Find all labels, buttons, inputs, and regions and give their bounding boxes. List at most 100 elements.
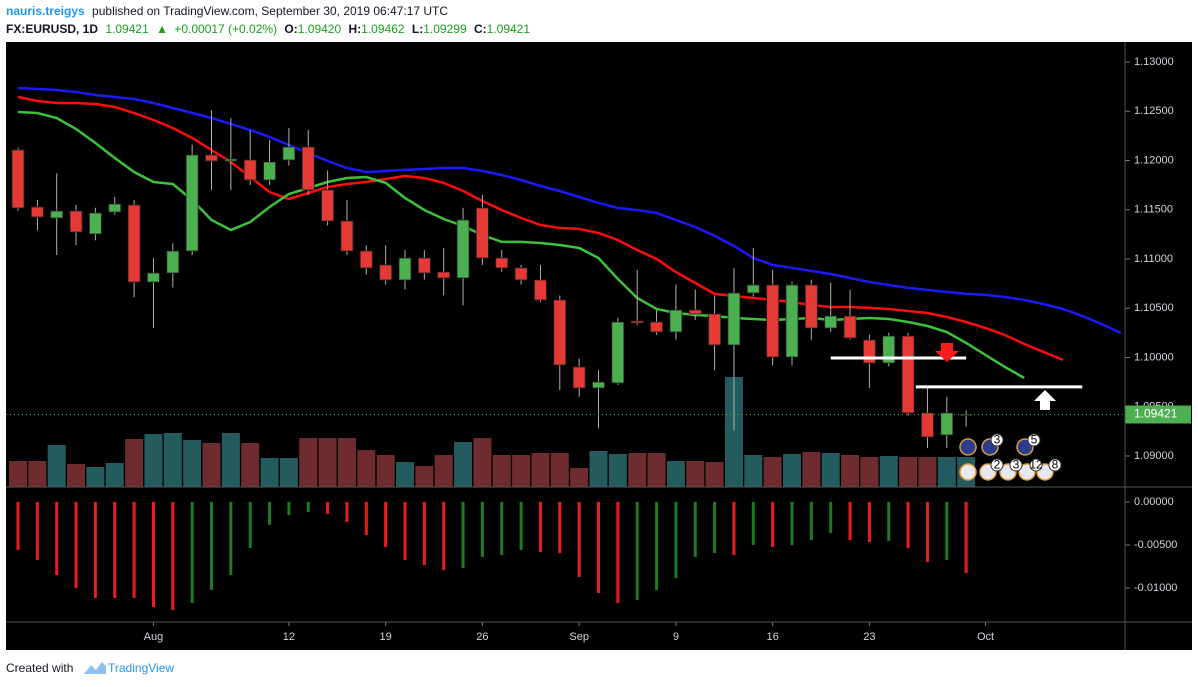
volume-bar (531, 453, 550, 487)
ohlc-value: 1.09420 (298, 22, 342, 36)
candle-body (456, 219, 470, 279)
y-tick-label: -0.00500 (1134, 539, 1177, 551)
candle-body (108, 203, 122, 213)
candle-body (185, 154, 199, 252)
volume-bar (705, 462, 724, 487)
volume-bar (608, 454, 627, 487)
oscillator-bar (809, 501, 813, 541)
moving-average (17, 86, 1122, 335)
volume-bar (144, 434, 163, 487)
volume-bar (357, 450, 376, 487)
volume-bar (47, 445, 66, 487)
volume-bar (337, 438, 356, 487)
candle-body (437, 271, 451, 279)
author[interactable]: nauris.treigys (6, 4, 85, 18)
oscillator-bar (693, 501, 697, 558)
event-count: 3 (1013, 458, 1020, 472)
volume-bar (105, 463, 124, 487)
x-tick-label: Aug (144, 631, 164, 643)
x-tick-label: 9 (673, 631, 679, 643)
oscillator-bar (751, 501, 755, 545)
volume-bar (67, 464, 86, 487)
candle-body (166, 250, 180, 274)
volume-bar (686, 461, 705, 487)
candle-body (340, 220, 354, 252)
volume-bar (415, 466, 434, 487)
volume-bar (879, 456, 898, 487)
volume-bar (183, 440, 202, 487)
oscillator-bar (597, 501, 600, 594)
up-arrow (1034, 390, 1056, 410)
candle-body (514, 267, 528, 281)
oscillator-bar (655, 501, 659, 590)
candle-body (708, 313, 721, 346)
candle-body (379, 264, 393, 281)
ohlc-label: C: (474, 22, 487, 36)
oscillator-bar (867, 501, 871, 542)
candle-body (804, 284, 818, 329)
oscillator-bar (461, 501, 465, 568)
oscillator-bar (229, 501, 233, 576)
oscillator-bar (345, 501, 349, 523)
y-tick-label: 1.11000 (1134, 253, 1173, 265)
ohlc-label: H: (349, 22, 362, 36)
oscillator-bar (55, 501, 59, 576)
candle-body (534, 279, 547, 301)
oscillator-bar (538, 501, 542, 552)
candle-body (650, 321, 663, 333)
oscillator-bar (925, 501, 929, 563)
volume-bar (396, 462, 414, 487)
oscillator-bar (945, 501, 949, 560)
oscillator-bar (422, 501, 426, 566)
y-tick-label: -0.01000 (1134, 582, 1177, 594)
candle-body (147, 272, 160, 283)
us-event (959, 463, 977, 481)
oscillator-bar (248, 501, 252, 549)
candle-body (863, 339, 876, 364)
oscillator-bar (829, 501, 833, 533)
candle-body (417, 257, 431, 274)
candle-body (301, 146, 315, 191)
candle-body (359, 250, 373, 269)
candle-body (205, 154, 218, 162)
candle-body (553, 299, 567, 366)
oscillator-bar (480, 501, 484, 558)
volume-bar (492, 455, 511, 487)
volume-bar (841, 455, 860, 487)
y-tick-label: 1.12500 (1134, 105, 1174, 117)
candle-body (766, 284, 780, 358)
candle-body (127, 204, 141, 283)
symbol: FX:EURUSD, 1D (6, 22, 98, 36)
event-badge (990, 458, 1004, 472)
candle-body (50, 210, 64, 219)
candle-body (882, 335, 896, 364)
volume-bar (589, 451, 608, 487)
volume-bar (318, 438, 337, 487)
oscillator-bar (635, 501, 639, 601)
candle-body (785, 284, 799, 358)
footer-text: Created with (6, 661, 73, 675)
volume-bar (473, 438, 492, 487)
candle-body (321, 189, 335, 222)
published: published on TradingView.com, September … (92, 4, 448, 18)
footer-brand[interactable]: TradingView (108, 661, 174, 675)
footer: Created with (6, 661, 73, 675)
oscillator-bar (519, 501, 523, 550)
candle-body (843, 315, 857, 339)
last-price-label: 1.09421 (1134, 407, 1178, 421)
candle-body (824, 315, 838, 329)
oscillator-bar (171, 501, 175, 611)
oscillator-bar (674, 501, 678, 579)
event-count: 3 (994, 433, 1001, 447)
volume-bar (28, 461, 47, 487)
candle-body (572, 366, 586, 389)
oscillator-bar (268, 501, 272, 525)
oscillator-bar (287, 501, 291, 515)
y-tick-label: 1.13000 (1134, 56, 1174, 68)
event-badge (1027, 433, 1041, 447)
volume-bar (221, 433, 240, 487)
volume-bar (802, 452, 821, 487)
candle-body (398, 257, 412, 281)
candle-body (688, 309, 702, 315)
